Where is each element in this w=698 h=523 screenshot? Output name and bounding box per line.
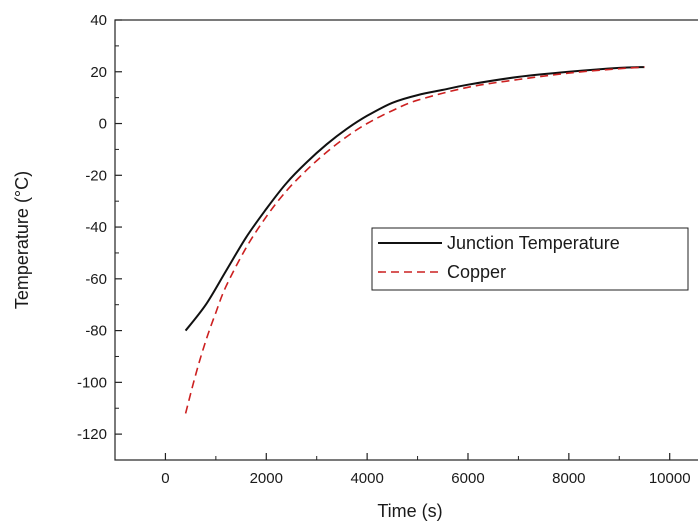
x-tick-label: 4000 [350,470,383,487]
y-tick-label: -80 [85,323,107,340]
y-axis-title: Temperature (°C) [12,171,32,309]
x-axis-title: Time (s) [377,501,442,521]
x-tick-label: 10000 [649,470,691,487]
y-tick-label: -60 [85,271,107,288]
axis-ticks: 0 2000 4000 6000 8000 10000 40 20 0 -20 -40 -60 -80 -… [77,12,691,487]
x-tick-label: 0 [161,470,169,487]
y-tick-label: 0 [99,116,107,133]
series-line-copper [184,66,645,414]
y-tick-label: -120 [77,426,107,443]
y-tick-label: -40 [85,219,107,236]
series-line-junction-temperature [184,66,645,332]
x-tick-label: 8000 [552,470,585,487]
plot-frame [114,19,698,461]
legend-label-junction-temperature: Junction Temperature [447,233,620,253]
x-tick-label: 6000 [451,470,484,487]
series-lines [184,66,645,414]
y-tick-label: 20 [90,64,107,81]
y-tick-label: -20 [85,167,107,184]
legend-box [371,227,689,291]
y-tick-label: -100 [77,374,107,391]
legend: Junction Temperature Copper [371,227,689,291]
y-tick-label: 40 [90,12,107,29]
x-tick-label: 2000 [250,470,283,487]
legend-label-copper: Copper [447,262,506,282]
